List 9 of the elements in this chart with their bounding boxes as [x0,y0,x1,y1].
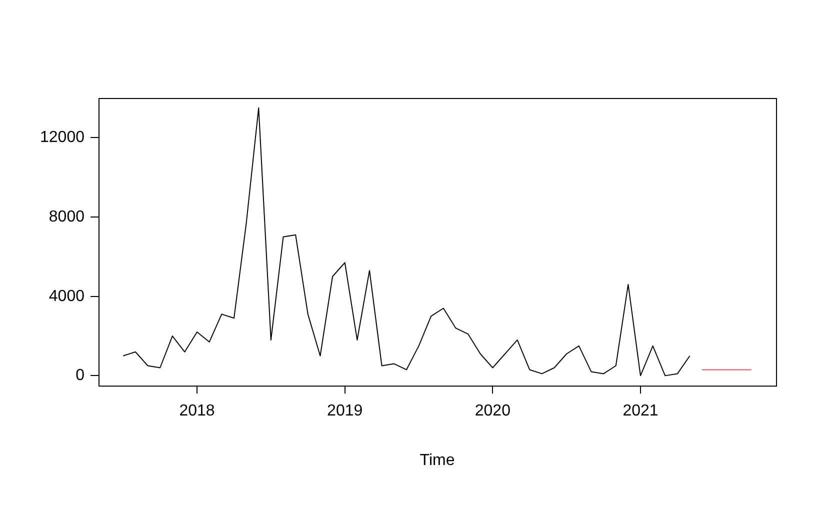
x-tick-label: 2020 [474,402,511,420]
x-tick-label: 2021 [622,402,658,420]
x-tick-label: 2019 [327,402,363,420]
y-tick-label: 8000 [48,208,85,226]
x-tick-label: 2018 [179,402,215,420]
y-tick-label: 4000 [48,288,85,305]
y-tick-label: 0 [76,367,85,384]
x-axis-title: Time [420,452,455,469]
y-tick-label: 12000 [40,129,85,146]
